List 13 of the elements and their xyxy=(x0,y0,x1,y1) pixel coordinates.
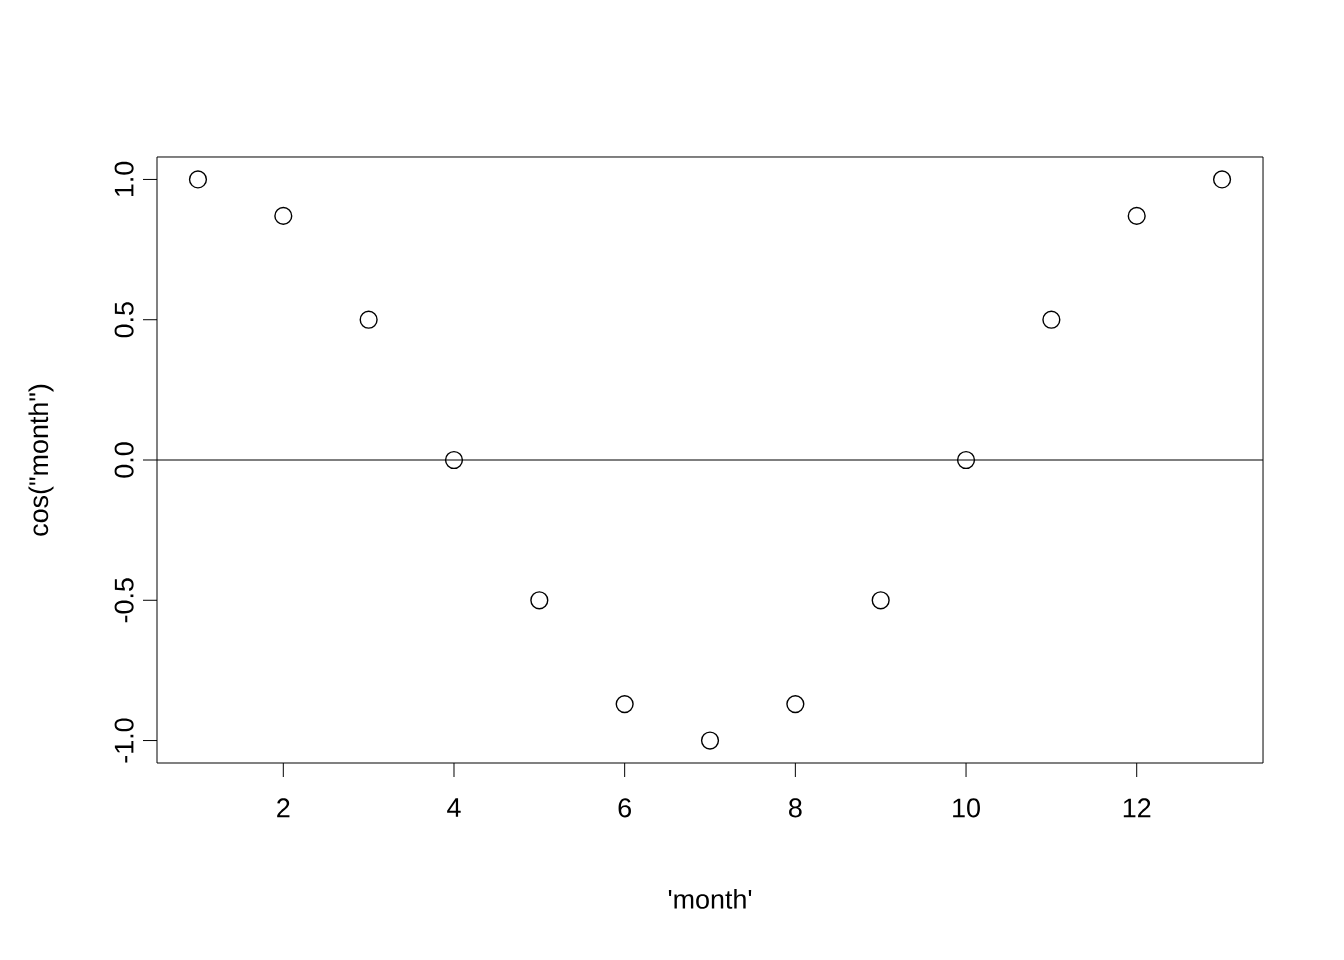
y-tick-label: 1.0 xyxy=(114,161,134,197)
x-axis-title: 'month' xyxy=(668,889,752,909)
x-tick-label: 4 xyxy=(447,798,461,817)
y-axis-title: cos("month") xyxy=(28,384,54,536)
y-tick-label: -0.5 xyxy=(114,578,134,623)
x-tick-label: 8 xyxy=(789,798,802,818)
y-tick-label: 0.0 xyxy=(114,442,134,478)
x-tick-label: 12 xyxy=(1123,798,1151,818)
x-tick-label: 10 xyxy=(953,798,980,818)
x-tick-label: 2 xyxy=(277,798,290,818)
x-tick-label: 6 xyxy=(618,798,631,818)
y-tick-label: 0.5 xyxy=(114,302,134,338)
y-tick-label: -1.0 xyxy=(114,718,134,763)
